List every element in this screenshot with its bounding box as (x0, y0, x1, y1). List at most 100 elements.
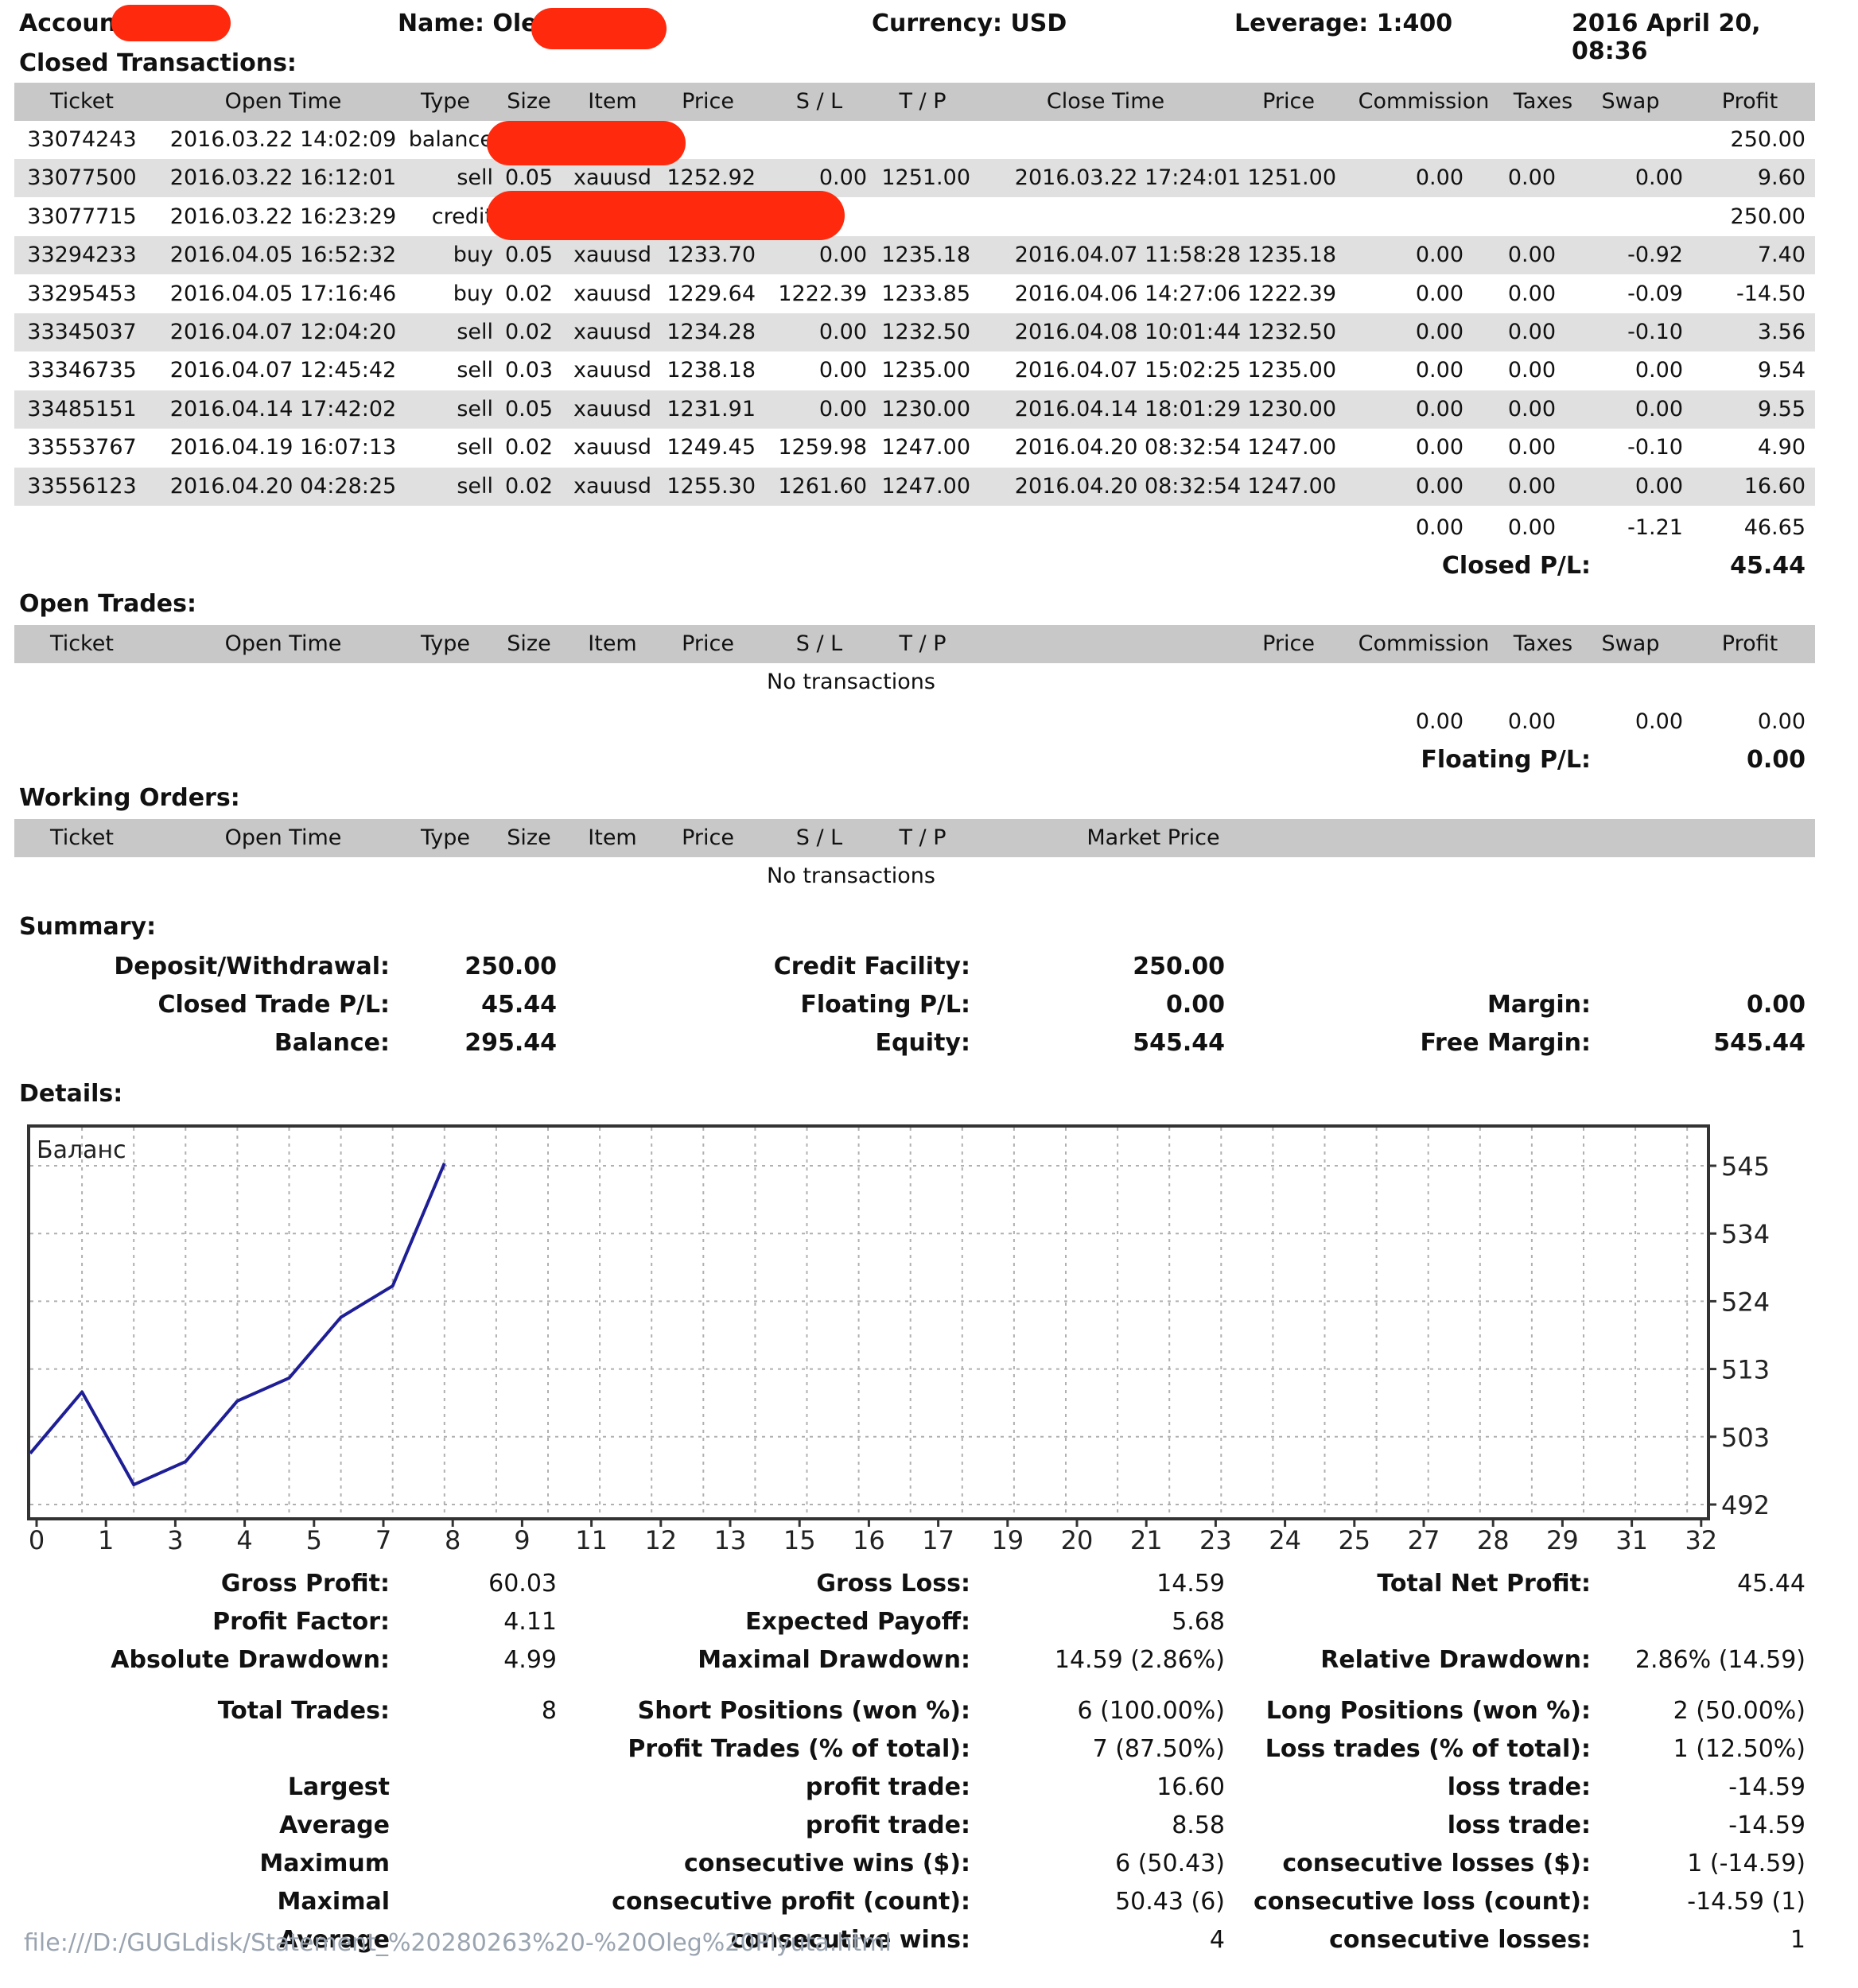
long-positions-value: 2 (50.00%) (1673, 1697, 1806, 1725)
cell-ticket: 33077715 (27, 204, 137, 229)
cell-type: sell (457, 473, 493, 499)
cell-close-price: 1232.50 (1247, 320, 1336, 344)
consecutive-losses-money-label: consecutive losses ($): (1282, 1850, 1591, 1877)
table-row: 33295453 2016.04.05 17:16:46 buy 0.02 xauusd… (14, 275, 1815, 313)
cell-item: xauusd (573, 281, 651, 306)
profit-trades-label: Profit Trades (% of total): (628, 1735, 970, 1763)
cell-profit: 16.60 (1743, 473, 1806, 499)
average-profit-trade-value: 8.58 (1172, 1811, 1225, 1839)
cell-size: 0.02 (504, 281, 554, 306)
maximal-drawdown-label: Maximal Drawdown: (698, 1646, 970, 1674)
y-tick-label: 524 (1721, 1287, 1770, 1317)
cell-taxes: 0.00 (1507, 243, 1556, 268)
cell-swap: 0.00 (1634, 396, 1683, 421)
cell-commission: 0.00 (1415, 320, 1463, 344)
chart-title: Баланс (37, 1136, 126, 1164)
column-header-type: Type (420, 89, 470, 114)
column-header-commission: Commission (1358, 89, 1490, 114)
x-tick-label: 31 (1615, 1525, 1648, 1555)
deposit-label: Deposit/Withdrawal: (114, 953, 390, 980)
cell-commission: 0.00 (1415, 281, 1463, 306)
cell-taxes: 0.00 (1507, 435, 1556, 460)
closed-trade-pl-value: 45.44 (481, 991, 557, 1019)
table-row: 33553767 2016.04.19 16:07:13 sell 0.02 xauus… (14, 429, 1815, 467)
gross-loss-label: Gross Loss: (816, 1570, 970, 1598)
cell-close-time: 2016.04.20 08:32:54 (1014, 435, 1242, 460)
column-header-profit: Profit (1721, 631, 1778, 656)
cell-close-time: 2016.04.07 15:02:25 (1014, 358, 1242, 383)
cell-open-time: 2016.04.05 17:16:46 (169, 281, 397, 306)
cell-item: xauusd (573, 320, 651, 344)
x-tick-label: 20 (1061, 1525, 1094, 1555)
column-header-type: Type (420, 631, 470, 656)
closed-table-header: Ticket Open Time Type Size Item Price S / L T /… (14, 83, 1815, 121)
open-empty-text: No transactions (767, 670, 935, 694)
column-header-size: Size (507, 89, 551, 114)
open-trades-title: Open Trades: (19, 590, 197, 618)
maximum-label: Maximum (259, 1850, 390, 1877)
cell-price: 1229.64 (667, 281, 756, 306)
cell-open-time: 2016.03.22 16:12:01 (169, 165, 397, 191)
closed-total-taxes: 0.00 (1507, 515, 1556, 540)
free-margin-value: 545.44 (1713, 1029, 1806, 1057)
cell-tp: 1235.18 (881, 243, 970, 268)
working-table-header: Ticket Open Time Type Size Item Price S / L T /… (14, 819, 1815, 857)
table-row: 33345037 2016.04.07 12:04:20 sell 0.02 xauus… (14, 313, 1815, 351)
column-header-price: Price (682, 825, 734, 850)
table-row: 33294233 2016.04.05 16:52:32 buy 0.05 xauusd… (14, 236, 1815, 275)
cell-item: xauusd (573, 358, 651, 383)
largest-profit-trade-label: profit trade: (805, 1773, 970, 1801)
cell-swap: -0.10 (1627, 320, 1683, 344)
x-tick-label: 15 (783, 1525, 816, 1555)
cell-open-time: 2016.04.19 16:07:13 (169, 435, 397, 460)
cell-profit: 250.00 (1730, 127, 1806, 152)
average-consecutive-label: Average (279, 1926, 390, 1954)
x-tick-label: 17 (922, 1525, 954, 1555)
expected-payoff-value: 5.68 (1172, 1608, 1225, 1636)
y-tick-label: 545 (1721, 1151, 1770, 1182)
column-header-sl: S / L (795, 631, 843, 656)
closed-trade-pl-label: Closed Trade P/L: (157, 991, 390, 1019)
cell-sl: 0.00 (818, 358, 867, 383)
x-tick-label: 8 (445, 1525, 461, 1555)
average-profit-trade-label: profit trade: (805, 1811, 970, 1839)
open-table-header: Ticket Open Time Type Size Item Price S / L T /… (14, 625, 1815, 663)
equity-label: Equity: (875, 1029, 970, 1057)
cell-ticket: 33346735 (27, 358, 137, 383)
cell-size: 0.05 (504, 165, 554, 191)
cell-commission: 0.00 (1415, 473, 1463, 499)
consecutive-profit-count-value: 50.43 (6) (1115, 1888, 1225, 1916)
cell-size: 0.03 (504, 358, 554, 383)
cell-profit: 4.90 (1757, 435, 1806, 460)
open-total-commission: 0.00 (1415, 709, 1463, 734)
column-header-price: Price (1262, 631, 1315, 656)
y-tick-label: 503 (1721, 1423, 1770, 1453)
cell-commission: 0.00 (1415, 243, 1463, 268)
x-tick-label: 32 (1685, 1525, 1717, 1555)
column-header-close-time: Close Time (1046, 89, 1165, 114)
absolute-drawdown-label: Absolute Drawdown: (111, 1646, 390, 1674)
cell-open-time: 2016.04.20 04:28:25 (169, 473, 397, 499)
column-header-tp: T / P (899, 89, 946, 114)
gross-profit-value: 60.03 (488, 1570, 557, 1598)
cell-commission: 0.00 (1415, 165, 1463, 191)
column-header-tp: T / P (899, 631, 946, 656)
redaction-mark (487, 121, 686, 165)
open-total-taxes: 0.00 (1507, 709, 1556, 734)
long-positions-label: Long Positions (won %): (1265, 1697, 1591, 1725)
cell-ticket: 33553767 (27, 435, 137, 460)
cell-ticket: 33074243 (27, 127, 137, 152)
cell-sl: 1259.98 (778, 435, 867, 460)
cell-open-time: 2016.04.05 16:52:32 (169, 243, 397, 268)
file-path-footer: file:///D:/GUGLdisk/Statement_%20280263%… (24, 1929, 892, 1957)
x-tick-label: 23 (1199, 1525, 1232, 1555)
redaction-mark (487, 191, 845, 240)
y-tick-label: 513 (1721, 1355, 1770, 1385)
column-header-open-time: Open Time (224, 631, 342, 656)
cell-open-time: 2016.04.07 12:45:42 (169, 358, 397, 383)
relative-drawdown-label: Relative Drawdown: (1320, 1646, 1591, 1674)
cell-profit: 7.40 (1757, 243, 1806, 268)
floating-pl-value: 0.00 (1746, 746, 1806, 774)
cell-open-time: 2016.04.14 17:42:02 (169, 396, 397, 421)
cell-size: 0.05 (504, 243, 554, 268)
